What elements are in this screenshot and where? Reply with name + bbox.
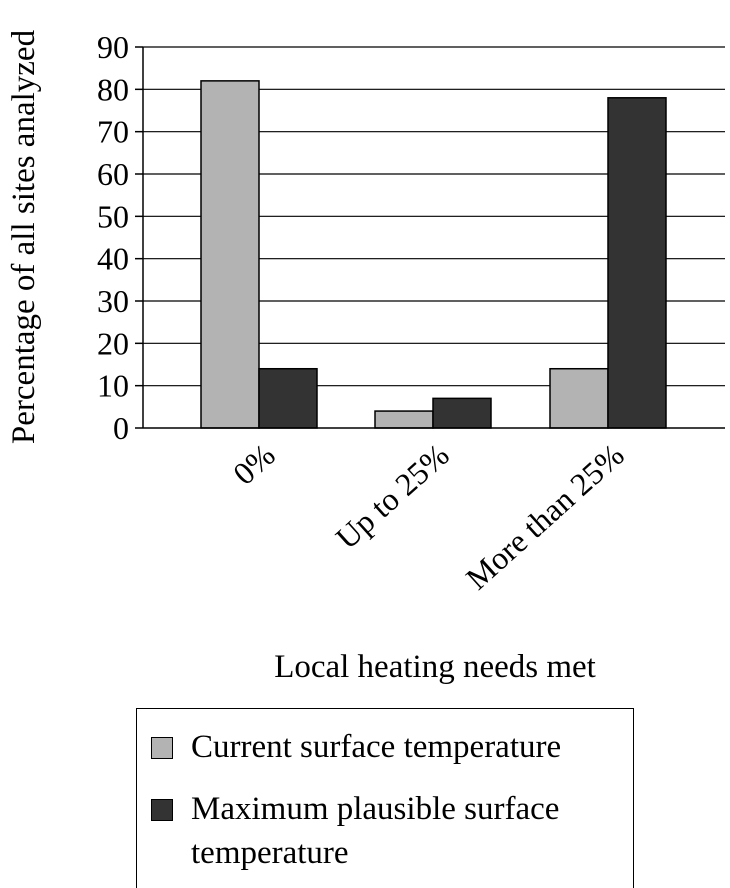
x-tick-label: More than 25% [459, 436, 631, 596]
bar-maximum-1 [432, 397, 492, 429]
bars [200, 80, 667, 429]
y-tick-label: 50 [97, 198, 129, 234]
y-tick-label: 20 [97, 325, 129, 361]
y-tick-label: 60 [97, 156, 129, 192]
axes [142, 47, 725, 429]
y-tick-label: 90 [97, 29, 129, 65]
bar-maximum-2 [607, 97, 667, 429]
x-tick-label: 0% [226, 436, 282, 491]
x-tick-label: Up to 25% [329, 436, 456, 556]
y-tick-label: 10 [97, 368, 129, 404]
y-tick-label: 30 [97, 283, 129, 319]
legend-swatch-current [151, 737, 173, 759]
legend-label-maximum: Maximum plausible surface temperature [191, 791, 560, 871]
y-tick-label: 80 [97, 71, 129, 107]
bar-current-0 [200, 80, 260, 429]
legend-label-current: Current surface temperature [191, 729, 562, 765]
x-tick-labels: 0% Up to 25% More than 25% [226, 436, 631, 596]
bar-maximum-0 [258, 367, 318, 429]
bar-current-2 [549, 367, 609, 429]
x-axis-title: Local heating needs met [274, 649, 596, 685]
legend-swatch-maximum [151, 799, 173, 821]
legend-item-maximum: Maximum plausible surface temperature [151, 787, 621, 875]
legend-item-current: Current surface temperature [151, 725, 561, 769]
y-tick-label: 40 [97, 241, 129, 277]
y-tick-label: 0 [113, 410, 129, 446]
legend: Current surface temperature Maximum plau… [136, 708, 634, 888]
y-tick-labels: 0 10 20 30 40 50 60 70 80 90 [97, 29, 143, 446]
y-tick-label: 70 [97, 114, 129, 150]
bar-current-1 [374, 410, 434, 429]
y-axis-title: Percentage of all sites analyzed [6, 29, 42, 444]
